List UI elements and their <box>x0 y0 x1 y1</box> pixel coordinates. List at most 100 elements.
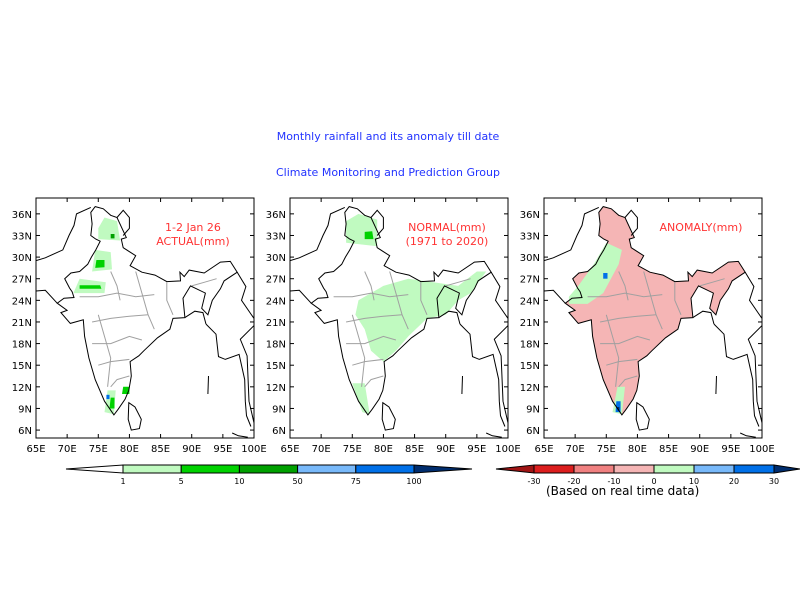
country-border <box>739 432 756 438</box>
lat-tick-label: 24N <box>520 296 540 307</box>
colorbar-label: 30 <box>769 477 779 486</box>
country-border <box>116 209 130 236</box>
colorbar-right-triangle <box>773 464 800 474</box>
state-border <box>346 314 403 323</box>
country-border <box>692 310 715 325</box>
rain-region <box>79 285 102 289</box>
lat-tick-label: 30N <box>12 253 32 264</box>
rain-region <box>109 397 115 409</box>
state-border <box>605 314 620 387</box>
panel-label: ANOMALY(mm) <box>660 221 743 234</box>
map-content <box>544 206 762 438</box>
state-border <box>79 292 155 298</box>
rain-region <box>106 394 110 400</box>
lat-tick-label: 15N <box>12 361 32 372</box>
lat-tick-label: 33N <box>266 231 286 242</box>
lon-tick-label: 100E <box>495 444 520 455</box>
srilanka-outline <box>635 401 650 431</box>
country-border <box>290 289 312 304</box>
country-border <box>744 271 762 319</box>
colorbar-label: 100 <box>406 477 421 486</box>
country-border <box>290 206 346 262</box>
country-border <box>184 310 207 325</box>
lat-tick-label: 36N <box>12 210 32 221</box>
lat-tick-label: 18N <box>266 340 286 351</box>
rain-region <box>352 383 370 415</box>
colorbar-left-triangle <box>495 464 535 474</box>
lat-tick-label: 30N <box>266 253 286 264</box>
state-border <box>618 271 629 301</box>
rain-region <box>346 213 378 247</box>
map-frame <box>289 197 509 439</box>
anomaly-note: (Based on real time data) <box>546 484 700 498</box>
lat-tick-label: 15N <box>520 361 540 372</box>
state-border <box>135 271 155 330</box>
state-border <box>445 278 471 287</box>
colorbar-label: 0 <box>651 477 656 486</box>
lon-tick-label: 90E <box>182 444 201 455</box>
state-border <box>92 314 149 323</box>
colorbar-box <box>355 464 415 474</box>
panel-label-sub: (1971 to 2020) <box>406 235 489 248</box>
lon-tick-label: 75E <box>343 444 362 455</box>
rain-region <box>355 271 487 362</box>
srilanka-outline <box>127 401 142 431</box>
lon-tick-label: 95E <box>721 444 740 455</box>
lon-tick-label: 95E <box>467 444 486 455</box>
figure-title: Monthly rainfall and its anomaly till da… <box>276 130 500 143</box>
colorbar-box <box>653 464 695 474</box>
lat-tick-label: 36N <box>520 210 540 221</box>
state-border <box>643 271 663 330</box>
country-border <box>205 323 252 427</box>
lon-tick-label: 80E <box>120 444 139 455</box>
country-border <box>207 375 209 395</box>
colorbar-right-triangle <box>413 464 473 474</box>
colorbar-box <box>733 464 775 474</box>
lon-tick-label: 70E <box>312 444 331 455</box>
figure-subtitle: Climate Monitoring and Prediction Group <box>276 166 500 179</box>
lat-tick-label: 9N <box>272 404 286 415</box>
lon-tick-label: 65E <box>26 444 45 455</box>
colorbar-box <box>613 464 655 474</box>
country-border <box>36 289 58 304</box>
panel-label: 1-2 Jan 26 <box>165 221 221 234</box>
lat-tick-label: 6N <box>272 426 286 437</box>
colorbar-label: 10 <box>689 477 699 486</box>
lat-tick-label: 27N <box>520 275 540 286</box>
rain-region <box>612 386 625 415</box>
state-border <box>352 358 384 366</box>
state-border <box>618 375 638 388</box>
lon-tick-label: 80E <box>628 444 647 455</box>
map-panel-2: 65E 70E 75E 80E 85E 90E 95E 100E 6N 9N 12N 15N 18N 21… <box>266 197 521 455</box>
state-border <box>98 358 130 366</box>
state-border <box>587 292 663 298</box>
colorbar-label: -30 <box>527 477 540 486</box>
lon-tick-label: 70E <box>58 444 77 455</box>
colorbar-box <box>297 464 357 474</box>
lon-tick-label: 90E <box>436 444 455 455</box>
lat-tick-label: 33N <box>520 231 540 242</box>
state-border <box>364 271 375 301</box>
lat-tick-label: 18N <box>12 340 32 351</box>
lon-tick-label: 100E <box>241 444 266 455</box>
state-border <box>97 314 112 387</box>
colorbar-label: 50 <box>293 477 303 486</box>
lon-tick-label: 75E <box>89 444 108 455</box>
lon-tick-label: 85E <box>151 444 170 455</box>
lat-tick-label: 21N <box>12 318 32 329</box>
country-border <box>713 323 760 427</box>
lat-tick-label: 27N <box>12 275 32 286</box>
india-outline <box>564 206 746 416</box>
colorbar-label: -10 <box>607 477 620 486</box>
srilanka-outline <box>381 401 396 431</box>
lon-tick-label: 70E <box>566 444 585 455</box>
state-border <box>166 282 174 315</box>
map-frame <box>35 197 255 439</box>
colorbar-label: 1 <box>120 477 125 486</box>
lat-tick-label: 6N <box>526 426 540 437</box>
country-border <box>236 271 254 319</box>
state-border <box>674 282 682 315</box>
country-border <box>715 375 717 395</box>
colorbar-label: -20 <box>567 477 580 486</box>
